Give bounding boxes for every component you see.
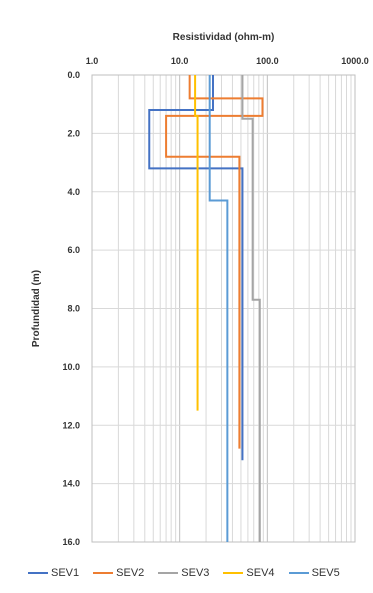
y-tick-label: 4.0: [67, 187, 80, 197]
series-line-sev2: [165, 75, 264, 449]
x-axis-title: Resistividad (ohm-m): [173, 32, 275, 43]
y-tick-label: 0.0: [67, 70, 80, 80]
legend-item-sev4: SEV4: [223, 567, 275, 579]
x-tick-label: 1000.0: [341, 56, 369, 66]
legend-swatch: [288, 572, 309, 574]
y-tick-label: 14.0: [62, 479, 80, 489]
series-line-sev5: [208, 75, 229, 542]
y-tick-label: 6.0: [67, 245, 80, 255]
legend: SEV1 SEV2 SEV3 SEV4 SEV5: [28, 563, 373, 583]
legend-label: SEV2: [116, 567, 145, 579]
x-tick-label: 100.0: [256, 56, 279, 66]
x-tick-label: 1.0: [86, 56, 99, 66]
y-tick-label: 8.0: [67, 304, 80, 314]
legend-swatch: [223, 572, 244, 574]
legend-label: SEV1: [51, 567, 80, 579]
y-tick-label: 10.0: [62, 362, 80, 372]
series-line-sev3: [241, 75, 261, 542]
legend-item-sev2: SEV2: [93, 567, 144, 579]
y-axis-title: Profundidad (m): [31, 270, 42, 347]
legend-label: SEV5: [311, 567, 340, 579]
y-tick-label: 12.0: [62, 420, 80, 430]
legend-swatch: [28, 572, 48, 574]
plot-border: [91, 74, 356, 543]
x-tick-label: 10.0: [171, 56, 189, 66]
legend-swatch: [93, 572, 114, 574]
legend-swatch: [158, 572, 179, 574]
series-line-sev1: [148, 75, 244, 461]
legend-item-sev3: SEV3: [158, 567, 209, 579]
legend-label: SEV4: [246, 567, 275, 579]
series-line-sev4: [194, 75, 199, 411]
y-tick-label: 2.0: [67, 128, 80, 138]
legend-item-sev5: SEV5: [288, 567, 340, 579]
y-tick-label: 16.0: [62, 537, 80, 547]
legend-label: SEV3: [181, 567, 210, 579]
legend-item-sev1: SEV1: [28, 567, 79, 579]
